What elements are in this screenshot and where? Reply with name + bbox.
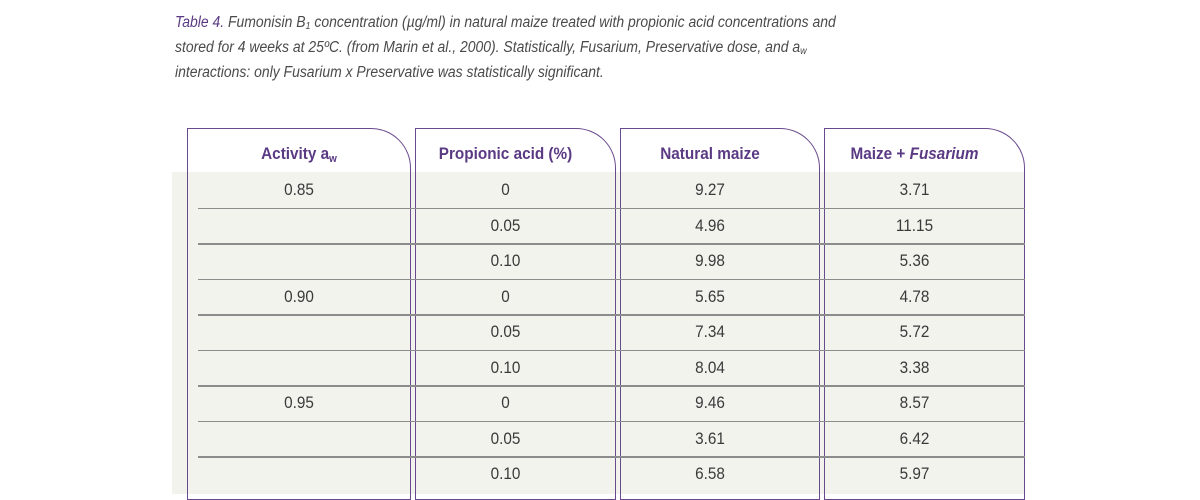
cell-activity	[198, 314, 400, 350]
header-natural-maize: Natural maize	[660, 144, 760, 163]
cell-propionic: 0.05	[490, 215, 521, 235]
caption-text-c: interactions: only Fusarium x Preservati…	[175, 64, 604, 81]
cell-propionic: 0	[501, 180, 510, 199]
cell-maize-fusarium: 5.97	[899, 464, 930, 483]
cell-natural-maize: 9.27	[695, 180, 725, 199]
caption-subscript-1: 1	[305, 21, 311, 32]
cell-propionic: 0.05	[490, 322, 521, 341]
header-activity: Activity aw	[261, 144, 337, 165]
cell-natural-maize: 3.61	[695, 428, 725, 448]
cell-activity	[198, 421, 400, 457]
cell-propionic: 0.10	[490, 464, 521, 483]
cell-maize-fusarium: 3.71	[899, 180, 930, 199]
row-divider	[198, 385, 1025, 387]
cell-natural-maize: 5.65	[695, 286, 725, 306]
caption-label: Table 4.	[175, 14, 225, 31]
row-divider	[198, 207, 1025, 209]
header-activity-subscript: w	[329, 153, 337, 165]
cell-activity	[198, 350, 400, 386]
table-caption: Table 4. Fumonisin B1 concentration (µg/…	[175, 10, 859, 85]
header-propionic: Propionic acid (%)	[438, 144, 573, 163]
cell-natural-maize: 9.46	[695, 393, 725, 412]
cell-propionic: 0	[501, 286, 510, 306]
cell-propionic: 0.10	[490, 357, 521, 377]
row-divider	[198, 278, 1025, 280]
row-divider	[198, 420, 1025, 422]
row-divider	[198, 349, 1025, 351]
header-maize-fusarium: Maize + Fusarium	[850, 144, 979, 163]
cell-propionic: 0.10	[490, 251, 521, 270]
cell-natural-maize: 7.34	[695, 322, 725, 341]
cell-activity: 0.95	[284, 393, 314, 412]
cell-maize-fusarium: 6.42	[899, 428, 930, 448]
cell-propionic: 0.05	[490, 428, 521, 448]
caption-text-a: Fumonisin B	[224, 14, 306, 31]
cell-natural-maize: 8.04	[695, 357, 725, 377]
cell-natural-maize: 6.58	[695, 464, 725, 483]
caption-text-b: concentration (µg/ml) in natural maize t…	[175, 14, 836, 56]
cell-maize-fusarium: 5.36	[899, 251, 930, 270]
header-fusarium-italic: Fusarium	[909, 144, 979, 163]
row-divider	[198, 456, 1025, 458]
cell-natural-maize: 9.98	[695, 251, 725, 270]
cell-activity: 0.85	[284, 180, 314, 199]
row-divider	[198, 314, 1025, 316]
cell-activity: 0.90	[284, 286, 314, 306]
row-divider	[198, 243, 1025, 245]
cell-maize-fusarium: 8.57	[899, 393, 930, 412]
cell-activity	[198, 243, 400, 279]
cell-natural-maize: 4.96	[695, 215, 725, 235]
cell-activity	[198, 208, 400, 244]
cell-maize-fusarium: 4.78	[899, 286, 930, 306]
cell-maize-fusarium: 5.72	[899, 322, 930, 341]
cell-maize-fusarium: 3.38	[899, 357, 930, 377]
cell-maize-fusarium: 11.15	[895, 215, 934, 235]
table-body-background	[172, 172, 1025, 494]
cell-propionic: 0	[501, 393, 510, 412]
cell-activity	[198, 456, 400, 492]
caption-subscript-w: w	[800, 46, 807, 57]
